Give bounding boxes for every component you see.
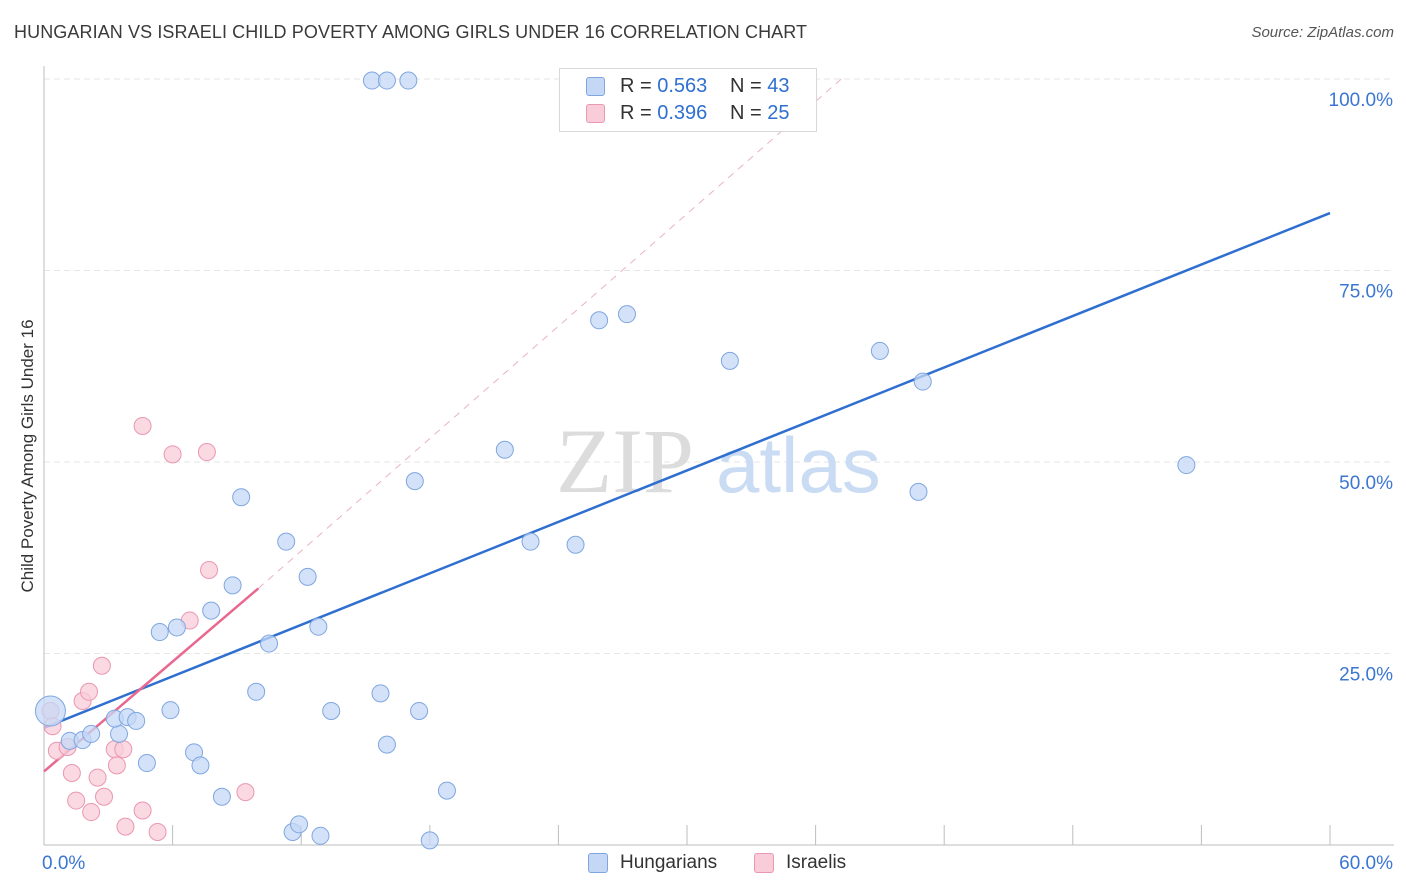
r-value-hungarians: 0.563 [657, 75, 708, 97]
n-label: N = [730, 102, 762, 124]
hungarians-point [909, 482, 928, 501]
hungarians-point [720, 351, 739, 370]
hungarians-point [150, 623, 169, 642]
israelis-trend-line-extension [258, 78, 842, 589]
israelis-point [67, 791, 86, 810]
hungarians-point [34, 695, 66, 727]
r-label: R = [620, 75, 652, 97]
hungarians-point [298, 567, 317, 586]
israelis-legend-swatch [754, 853, 774, 873]
axes [43, 66, 1394, 846]
israelis-point [92, 656, 111, 675]
israelis-swatch [586, 104, 605, 123]
y-tick-label: 50.0% [1339, 473, 1393, 494]
hungarians-point [137, 754, 156, 773]
tick-labels: 25.0% 50.0% 75.0% 100.0% 0.0% 60.0% [42, 90, 1393, 874]
hungarians-point [410, 701, 429, 720]
hungarians-point [362, 71, 381, 90]
x-tick-label: 60.0% [1339, 853, 1393, 874]
israelis-point [80, 682, 99, 701]
y-tick-label: 100.0% [1329, 90, 1394, 111]
israelis-point [133, 416, 152, 435]
israelis-point [148, 822, 167, 841]
hungarians-point [590, 311, 609, 330]
israelis-point [133, 801, 152, 820]
n-label: N = [730, 75, 762, 97]
hungarians-point [495, 440, 514, 459]
israelis-point [163, 445, 182, 464]
israelis-point [82, 803, 101, 822]
r-value-israelis: 0.396 [657, 102, 708, 124]
correlation-legend: R = 0.563 N = 43 R = 0.396 N = 25 [559, 68, 817, 132]
x-tick-label: 0.0% [42, 853, 85, 874]
hungarians-point [260, 634, 279, 653]
hungarians-point [913, 372, 932, 391]
israelis-point [116, 817, 135, 836]
hungarians-trend-line [43, 211, 1331, 729]
watermark-atlas: atlas [716, 421, 881, 509]
hungarians-legend-label: Hungarians [620, 852, 718, 873]
hungarians-point [377, 735, 396, 754]
source-label: Source: ZipAtlas.com [1251, 24, 1394, 41]
grid-lines [44, 78, 1394, 654]
hungarians-point [377, 71, 396, 90]
hungarians-point [167, 618, 186, 637]
hungarians-point [521, 532, 540, 551]
israelis-point [107, 756, 126, 775]
watermark: ZIP atlas [556, 410, 881, 512]
hungarians-point [223, 576, 242, 595]
chart-title: HUNGARIAN VS ISRAELI CHILD POVERTY AMONG… [14, 22, 808, 42]
hungarians-point [405, 472, 424, 491]
hungarians-point [202, 601, 221, 620]
hungarians-point [212, 787, 231, 806]
israelis-legend-label: Israelis [786, 852, 847, 873]
hungarians-point [420, 831, 439, 850]
n-value-hungarians: 43 [767, 75, 790, 97]
hungarians-point [322, 701, 341, 720]
israelis-point [62, 763, 81, 782]
hungarians-point [277, 532, 296, 551]
hungarians-point [371, 684, 390, 703]
hungarians-point [82, 724, 101, 743]
israelis-point [197, 443, 216, 462]
hungarians-point [1177, 456, 1196, 475]
data-points [34, 71, 1196, 850]
hungarians-point [309, 617, 328, 636]
y-tick-label: 75.0% [1339, 282, 1393, 303]
hungarians-point [617, 305, 636, 324]
hungarians-point [191, 756, 210, 775]
israelis-point [236, 783, 255, 802]
hungarians-point [161, 701, 180, 720]
hungarians-point [566, 535, 585, 554]
israelis-point [200, 561, 219, 580]
israelis-point [95, 787, 114, 806]
hungarians-point [232, 488, 251, 507]
hungarians-point [127, 711, 146, 730]
hungarians-point [437, 781, 456, 800]
israelis-point [88, 768, 107, 787]
israelis-point [114, 740, 133, 759]
watermark-zip: ZIP [556, 410, 694, 512]
hungarians-point [290, 815, 309, 834]
hungarians-point [399, 71, 418, 90]
hungarians-point [311, 826, 330, 845]
r-label: R = [620, 102, 652, 124]
y-tick-label: 25.0% [1339, 665, 1393, 686]
hungarians-point [247, 682, 266, 701]
hungarians-point [110, 724, 129, 743]
hungarians-legend-swatch [588, 853, 608, 873]
n-value-israelis: 25 [767, 102, 790, 124]
hungarians-swatch [586, 77, 605, 96]
hungarians-point [870, 341, 889, 360]
